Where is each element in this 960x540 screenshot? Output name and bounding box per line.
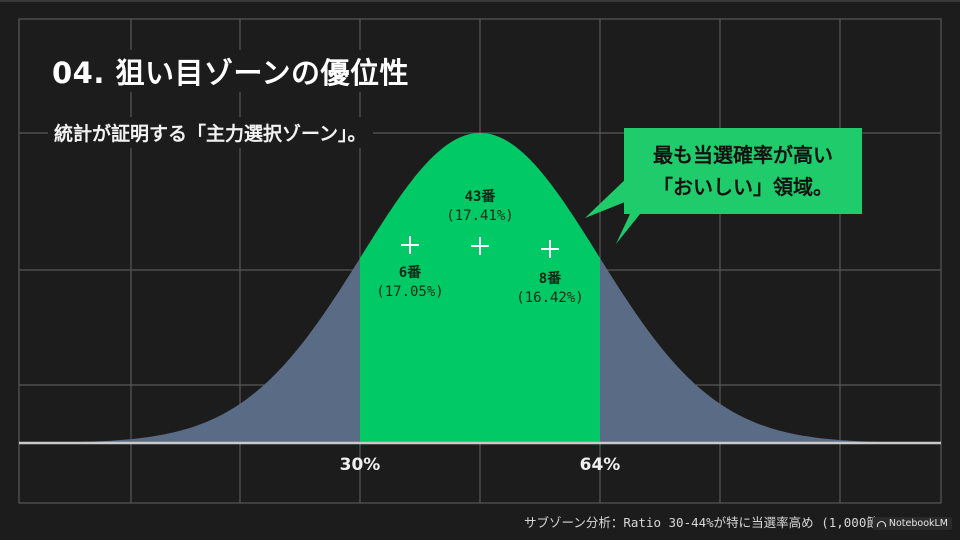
point-marker-6	[401, 236, 419, 254]
point-name: 43番	[464, 189, 496, 205]
page-title: 04. 狙い目ゾーンの優位性	[48, 50, 414, 92]
point-label-43: 43番 (17.41%)	[430, 188, 530, 226]
callout-line-1: 最も当選確率が高い	[653, 143, 833, 167]
top-border	[0, 0, 960, 2]
footnote: サブゾーン分析：Ratio 30-44%が特に当選率高め (1,000節)	[524, 515, 887, 530]
point-marker-8	[541, 240, 559, 258]
x-tick-64: 64%	[579, 455, 621, 475]
point-percent: (16.42%)	[516, 290, 584, 306]
point-percent: (17.05%)	[376, 284, 444, 300]
watermark-label: NotebookLM	[888, 518, 948, 529]
point-name: 6番	[398, 265, 422, 281]
callout-line-2: 「おいしい」領域。	[653, 175, 833, 199]
x-tick-30: 30%	[339, 455, 381, 475]
point-label-6: 6番 (17.05%)	[360, 264, 460, 302]
notebooklm-watermark: NotebookLM	[872, 517, 952, 530]
point-name: 8番	[538, 271, 562, 287]
point-percent: (17.41%)	[446, 208, 514, 224]
callout-box: 最も当選確率が高い 「おいしい」領域。	[624, 128, 862, 214]
notebooklm-logo-icon	[876, 520, 886, 527]
point-label-8: 8番 (16.42%)	[500, 270, 600, 308]
point-marker-43	[471, 237, 489, 255]
page-subtitle: 統計が証明する「主力選択ゾーン」。	[48, 117, 373, 148]
